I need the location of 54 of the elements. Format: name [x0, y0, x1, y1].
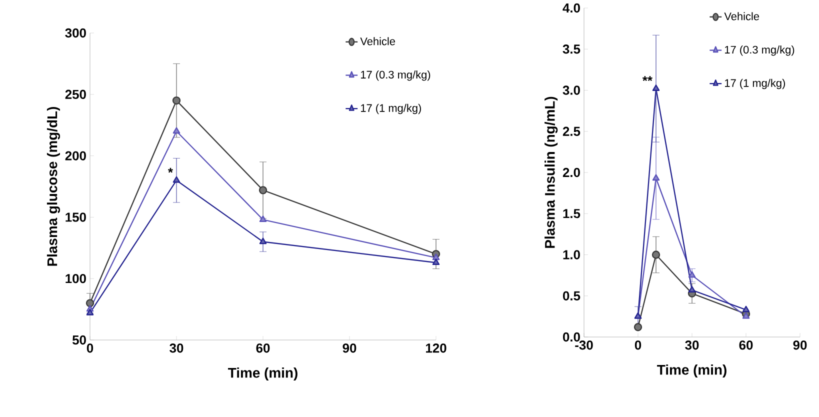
point: [634, 323, 642, 332]
y-axis-title: Plasma Insulin (ng/mL): [544, 96, 558, 248]
x-tick-label: 30: [685, 340, 699, 350]
x-tick-label: 120: [426, 344, 446, 353]
x-tick-label: 0: [634, 340, 642, 350]
x-tick-label: 90: [342, 344, 356, 353]
y-tick-label: 50: [72, 335, 86, 345]
x-tick-label: 0: [86, 344, 94, 353]
legend-label: 17 (0.3 mg/kg): [360, 70, 430, 81]
x-axis-title: Time (min): [228, 368, 298, 381]
y-tick-label: 3.5: [562, 44, 580, 54]
point: [259, 216, 267, 222]
y-tick-label: 3.0: [562, 86, 580, 95]
annotation: *: [168, 168, 173, 173]
point: [172, 96, 181, 105]
legend-label: Vehicle: [724, 12, 760, 20]
point: [742, 312, 750, 319]
point: [688, 271, 696, 278]
x-tick-label: 90: [793, 340, 807, 350]
legend-label: 17 (1 mg/kg): [360, 104, 421, 114]
x-tick-label: 30: [170, 344, 184, 353]
point: [432, 258, 440, 265]
x-tick-label: 60: [739, 340, 753, 350]
y-tick-label: 250: [65, 90, 86, 99]
y-tick-label: 1.5: [563, 209, 580, 218]
point: [172, 127, 180, 134]
point: [688, 286, 696, 292]
y-tick-label: 1.0: [563, 250, 580, 260]
y-tick-label: 100: [66, 274, 86, 284]
y-tick-label: 200: [65, 151, 86, 160]
y-tick-label: 150: [66, 212, 86, 222]
y-tick-label: 4.0: [562, 3, 580, 13]
x-tick-label: 60: [256, 344, 270, 353]
x-axis-title: Time (min): [657, 364, 726, 378]
legend-label: 17 (1 mg/kg): [725, 78, 785, 90]
point: [258, 186, 268, 194]
point: [742, 306, 750, 312]
legend-label: Vehicle: [360, 37, 396, 46]
y-tick-label: 0.5: [563, 291, 580, 300]
point: [259, 238, 267, 244]
point: [652, 250, 660, 259]
annotation: **: [642, 76, 652, 81]
y-tick-label: 2.0: [562, 168, 580, 178]
point: [86, 299, 94, 308]
y-axis-title: Plasma glucose (mg/dL): [46, 106, 60, 266]
y-tick-label: 300: [65, 28, 86, 38]
legend-label: 17 (0.3 mg/kg): [725, 46, 794, 56]
y-tick-label: 0.0: [563, 332, 580, 342]
y-tick-label: 2.5: [562, 126, 580, 136]
point: [172, 176, 180, 183]
point: [432, 254, 440, 260]
point: [652, 174, 660, 181]
point: [652, 84, 660, 91]
x-tick-label: -30: [575, 340, 593, 350]
